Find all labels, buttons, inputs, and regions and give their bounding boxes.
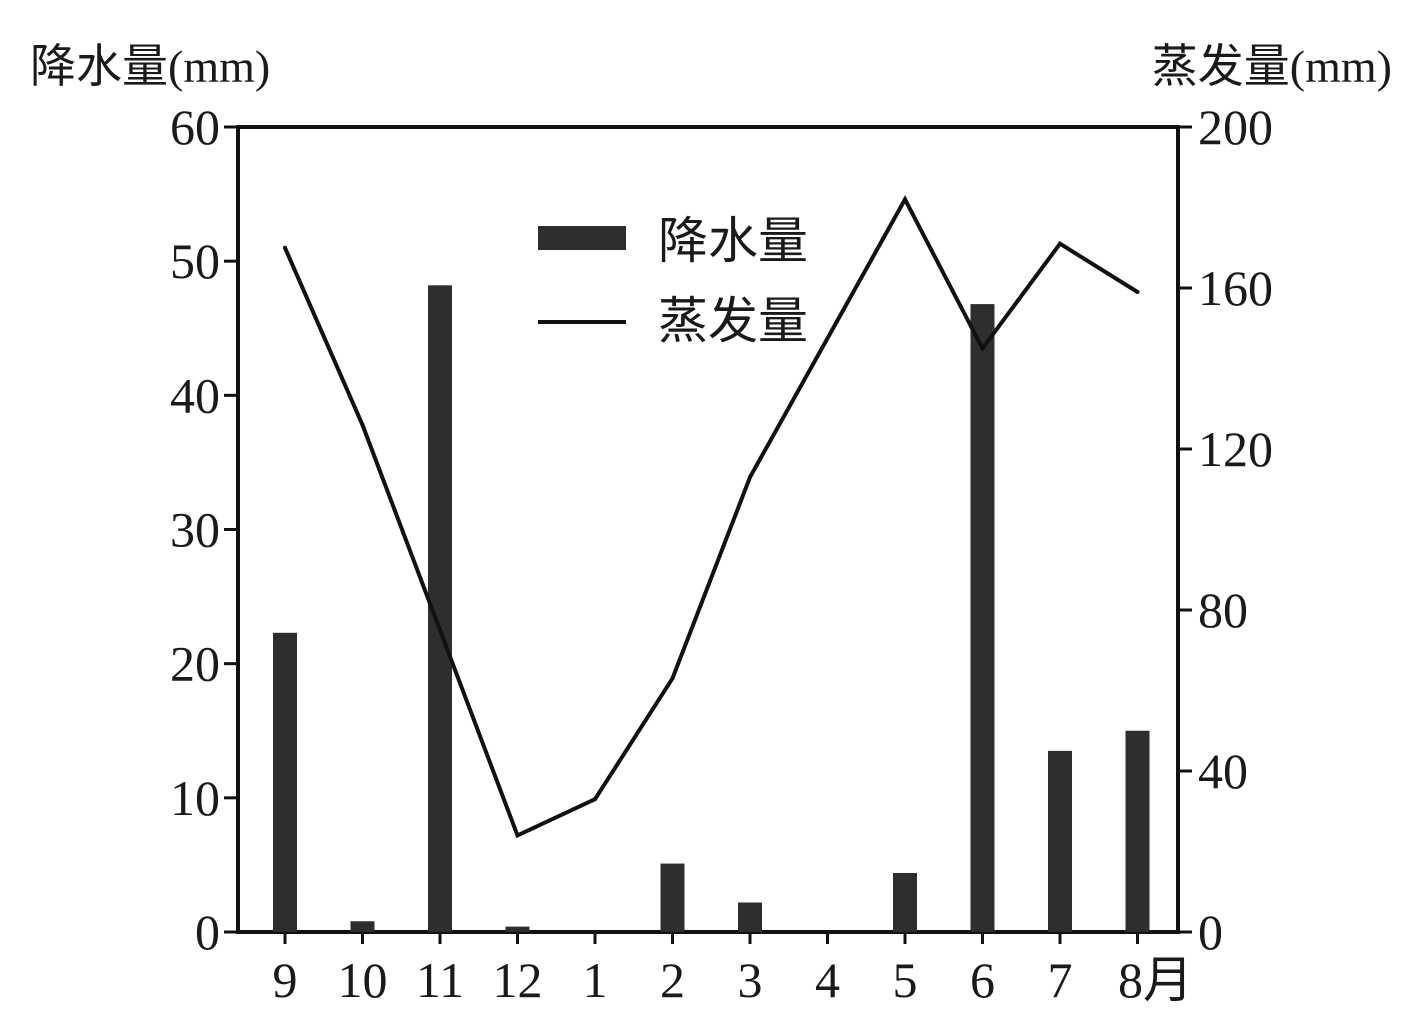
y-left-tick-label: 30	[170, 502, 220, 558]
evaporation-point	[360, 422, 365, 427]
precipitation-bar	[505, 926, 530, 932]
x-tick-label: 9	[273, 952, 298, 1008]
legend: 降水量 蒸发量	[538, 213, 808, 349]
y-right-tick-label: 0	[1198, 904, 1223, 960]
x-tick-label: 11	[416, 952, 464, 1008]
precipitation-bar	[660, 863, 685, 932]
evaporation-point	[283, 245, 287, 250]
precipitation-bar	[893, 872, 917, 932]
legend-label-evaporation: 蒸发量	[658, 293, 808, 349]
y-right-tick-label: 200	[1198, 99, 1273, 155]
y-left-tick-label: 50	[170, 233, 220, 289]
x-tick-label: 5	[893, 952, 918, 1008]
x-tick-label: 6	[970, 952, 995, 1008]
y-right-tick-label: 120	[1198, 421, 1273, 477]
y-left-tick-label: 20	[170, 636, 220, 692]
precipitation-bar	[970, 304, 995, 933]
y-left-tick-label: 40	[170, 367, 220, 423]
evaporation-point	[1135, 290, 1140, 295]
y-left-tick-label: 60	[170, 99, 220, 155]
evaporation-point	[748, 475, 752, 480]
precipitation-bar	[273, 632, 297, 932]
precipitation-bar	[1048, 750, 1072, 932]
x-tick-label: 10	[338, 952, 388, 1008]
x-tick-label: 4	[815, 952, 840, 1008]
legend-label-precipitation: 降水量	[658, 213, 808, 269]
x-tick-label: 7	[1048, 952, 1073, 1008]
x-tick-label: 8月	[1118, 952, 1193, 1008]
x-tick-label: 12	[493, 952, 543, 1008]
evaporation-point	[980, 346, 985, 351]
x-tick-label: 1	[583, 952, 608, 1008]
evaporation-point	[903, 197, 907, 202]
x-tick-label: 2	[660, 952, 685, 1008]
legend-bar-swatch	[538, 226, 626, 250]
evaporation-point	[593, 797, 597, 802]
y-right-tick-label: 160	[1198, 260, 1273, 316]
x-tick-label: 3	[738, 952, 763, 1008]
evaporation-point	[670, 676, 675, 681]
y-right-axis-title: 蒸发量(mm)	[1152, 41, 1392, 92]
evaporation-point	[438, 628, 442, 633]
y-left-tick-label: 0	[195, 904, 220, 960]
evaporation-point	[515, 833, 520, 838]
y-left-axis-title: 降水量(mm)	[30, 41, 270, 92]
precipitation-bar	[1125, 730, 1150, 932]
precipitation-bar	[738, 902, 762, 932]
y-right-tick-label: 80	[1198, 582, 1248, 638]
y-left-tick-label: 10	[170, 770, 220, 826]
precipitation-bar	[350, 921, 375, 932]
evaporation-point	[1058, 241, 1062, 246]
y-right-tick-label: 40	[1198, 743, 1248, 799]
